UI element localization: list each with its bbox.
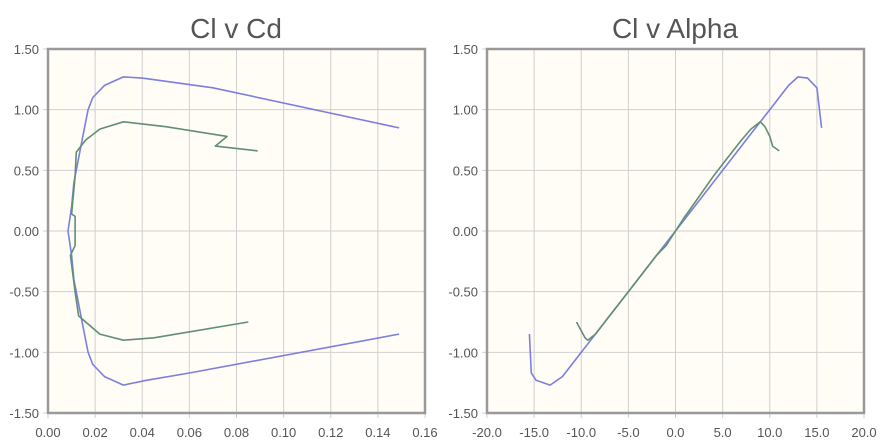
y-tick-label: 0.50 [453,163,478,178]
series-line-1 [69,121,258,342]
plot-border [485,47,866,415]
x-tick-label: 0.0 [666,425,684,440]
x-tick-label: -5.0 [617,425,639,440]
x-tick-label: -20.0 [472,425,502,440]
x-tick-label: 15.0 [804,425,829,440]
x-tick-label: -10.0 [566,425,596,440]
y-tick-label: -0.50 [9,285,39,300]
x-tick-label: 0.04 [130,425,155,440]
y-tick-label: 1.50 [14,42,39,57]
y-tick-label: -1.50 [9,406,39,421]
x-tick-label: 10.0 [757,425,782,440]
y-tick-label: -1.50 [448,406,478,421]
series-line-1 [575,121,780,342]
x-tick-label: 0.10 [271,425,296,440]
x-tick-label: 20.0 [851,425,876,440]
y-tick-label: 1.00 [14,103,39,118]
chart-title-cl-alpha: Cl v Alpha [612,13,738,44]
x-tick-label: 0.14 [365,425,390,440]
y-tick-label: 0.00 [14,224,39,239]
x-tick-label: 0.06 [177,425,202,440]
x-tick-label: 0.16 [412,425,437,440]
y-tick-label: 1.50 [453,42,478,57]
x-tick-label: 0.00 [35,425,60,440]
y-tick-label: 0.00 [453,224,478,239]
y-tick-label: -1.00 [9,345,39,360]
x-tick-label: 0.02 [82,425,107,440]
x-tick-label: -15.0 [519,425,549,440]
y-tick-label: -1.00 [448,345,478,360]
x-tick-label: 0.12 [318,425,343,440]
x-tick-label: 5.0 [714,425,732,440]
y-tick-label: 0.50 [14,163,39,178]
plot-border [46,47,427,415]
x-tick-label: 0.08 [224,425,249,440]
chart-title-cl-cd: Cl v Cd [190,13,282,44]
y-tick-label: 1.00 [453,103,478,118]
series-line-0 [67,76,400,386]
y-tick-label: -0.50 [448,285,478,300]
